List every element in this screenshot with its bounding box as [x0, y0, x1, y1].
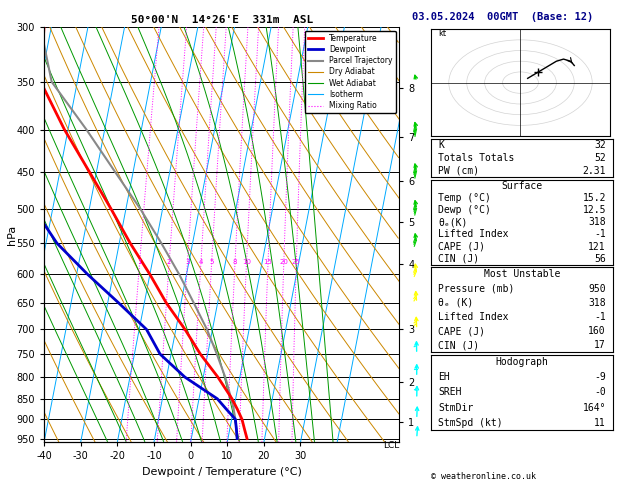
Text: Temp (°C): Temp (°C) [438, 193, 491, 203]
Text: 318: 318 [588, 217, 606, 227]
Text: 8: 8 [233, 259, 237, 265]
Text: 15: 15 [264, 259, 272, 265]
Text: 160: 160 [588, 326, 606, 336]
Text: 25: 25 [292, 259, 301, 265]
Text: Lifted Index: Lifted Index [438, 229, 509, 240]
Text: PW (cm): PW (cm) [438, 166, 479, 176]
Text: 164°: 164° [582, 402, 606, 413]
Text: θₑ(K): θₑ(K) [438, 217, 467, 227]
Text: Dewp (°C): Dewp (°C) [438, 205, 491, 215]
Text: 11: 11 [594, 417, 606, 428]
Text: CAPE (J): CAPE (J) [438, 326, 485, 336]
Text: 20: 20 [279, 259, 288, 265]
Text: 3: 3 [185, 259, 190, 265]
Text: 4: 4 [199, 259, 203, 265]
Text: 121: 121 [588, 242, 606, 252]
Text: StmDir: StmDir [438, 402, 474, 413]
Text: SREH: SREH [438, 387, 462, 398]
Text: 318: 318 [588, 298, 606, 308]
Text: Lifted Index: Lifted Index [438, 312, 509, 322]
Text: CAPE (J): CAPE (J) [438, 242, 485, 252]
Text: CIN (J): CIN (J) [438, 340, 479, 350]
Text: K: K [438, 140, 444, 150]
X-axis label: Dewpoint / Temperature (°C): Dewpoint / Temperature (°C) [142, 467, 302, 477]
Text: θₑ (K): θₑ (K) [438, 298, 474, 308]
Text: LCL: LCL [383, 441, 399, 450]
Text: CIN (J): CIN (J) [438, 254, 479, 264]
Text: 5: 5 [209, 259, 214, 265]
Text: 56: 56 [594, 254, 606, 264]
Text: 950: 950 [588, 283, 606, 294]
Text: 10: 10 [242, 259, 251, 265]
Text: -0: -0 [594, 387, 606, 398]
Text: 2.31: 2.31 [582, 166, 606, 176]
Text: hPa: hPa [7, 225, 17, 244]
Text: -1: -1 [594, 229, 606, 240]
Legend: Temperature, Dewpoint, Parcel Trajectory, Dry Adiabat, Wet Adiabat, Isotherm, Mi: Temperature, Dewpoint, Parcel Trajectory… [304, 31, 396, 113]
Text: 1: 1 [137, 259, 142, 265]
Text: Most Unstable: Most Unstable [484, 269, 560, 279]
Text: kt: kt [438, 29, 446, 37]
Text: 50°00'N  14°26'E  331m  ASL: 50°00'N 14°26'E 331m ASL [131, 15, 313, 25]
Text: 52: 52 [594, 153, 606, 163]
Y-axis label: km
ASL: km ASL [431, 224, 449, 245]
Text: -1: -1 [594, 312, 606, 322]
Text: Surface: Surface [501, 181, 543, 191]
Text: Hodograph: Hodograph [496, 357, 548, 367]
Text: © weatheronline.co.uk: © weatheronline.co.uk [431, 472, 536, 481]
Text: 2: 2 [167, 259, 171, 265]
Text: 12.5: 12.5 [582, 205, 606, 215]
Text: Totals Totals: Totals Totals [438, 153, 515, 163]
Text: Pressure (mb): Pressure (mb) [438, 283, 515, 294]
Text: StmSpd (kt): StmSpd (kt) [438, 417, 503, 428]
Text: 17: 17 [594, 340, 606, 350]
Text: 03.05.2024  00GMT  (Base: 12): 03.05.2024 00GMT (Base: 12) [412, 12, 593, 22]
Text: EH: EH [438, 372, 450, 382]
Text: 32: 32 [594, 140, 606, 150]
Text: -9: -9 [594, 372, 606, 382]
Text: 15.2: 15.2 [582, 193, 606, 203]
